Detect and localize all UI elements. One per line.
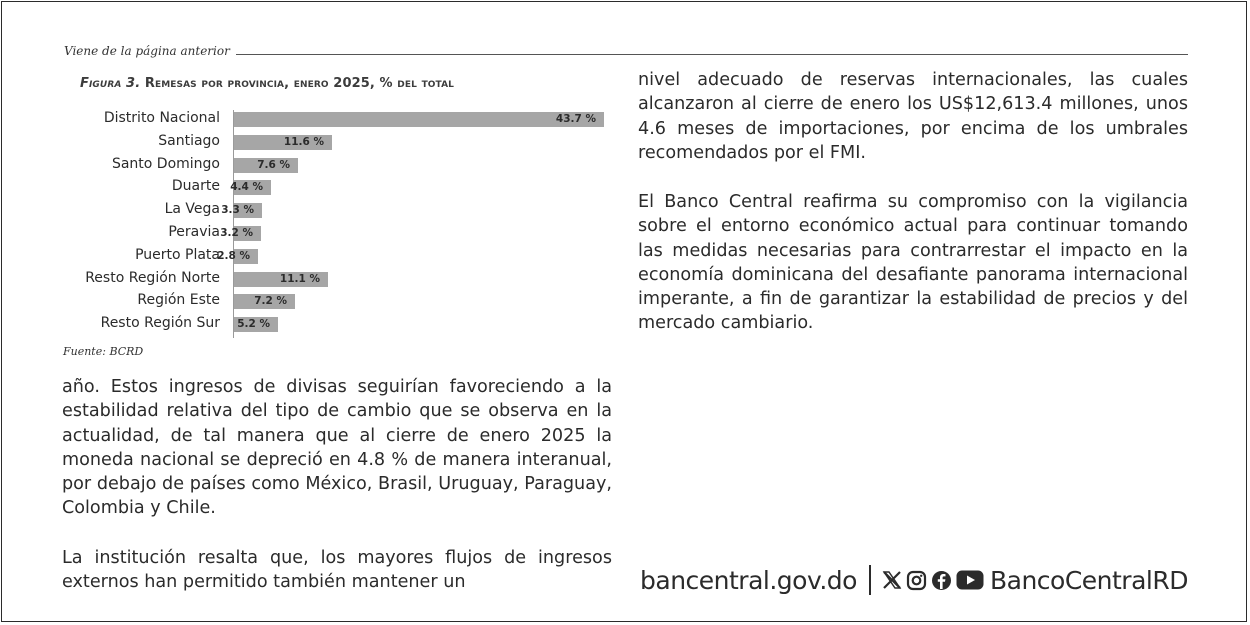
bar: 43.7 % [234, 112, 604, 127]
bar: 11.1 % [234, 271, 328, 287]
website-link[interactable]: bancentral.gov.do [640, 565, 857, 595]
x-icon[interactable] [881, 568, 903, 592]
bar-row: Santo Domingo 7.6 % [60, 154, 620, 177]
instagram-icon[interactable] [906, 568, 928, 592]
bar-value-label: 5.2 % [237, 318, 270, 331]
footer-separator [868, 565, 871, 595]
bar-value-label: 4.4 % [230, 181, 263, 194]
bar-value-label: 7.2 % [254, 295, 287, 308]
bar-row: Santiago 11.6 % [60, 131, 620, 154]
bar-value-label: 7.6 % [257, 158, 290, 171]
bar: 4.4 % [230, 180, 271, 196]
bar-category-label: Santiago [158, 132, 220, 149]
bar: 11.6 % [234, 134, 332, 150]
bar: 7.2 % [234, 294, 295, 310]
chart-axis [233, 110, 234, 338]
figure-source: Fuente: BCRD [63, 345, 144, 358]
figure-caption: Remesas por provincia, enero 2025, % del… [144, 76, 455, 91]
bar-value-label: 3.3 % [221, 204, 254, 217]
bar-category-label: Resto Región Sur [100, 315, 220, 332]
bar-category-label: Duarte [171, 178, 220, 195]
bar-category-label: Puerto Plata [135, 246, 220, 263]
social-handle[interactable]: BancoCentralRD [989, 565, 1189, 595]
bar: 5.2 % [234, 317, 278, 333]
bar: 2.8 % [217, 248, 258, 264]
youtube-icon[interactable] [956, 568, 984, 592]
facebook-icon[interactable] [931, 568, 953, 592]
continued-label: Viene de la página anterior [64, 44, 230, 58]
bar-value-label: 2.8 % [217, 249, 250, 262]
bar-row: Resto Región Norte 11.1 % [60, 268, 620, 291]
bar-row: Región Este 7.2 % [60, 290, 620, 313]
bar-category-label: Peravia [168, 224, 220, 240]
bar: 3.3 % [221, 203, 262, 219]
bar-row: Peravia 3.2 % [60, 222, 620, 245]
left-paragraph-1: año. Estos ingresos de divisas seguirían… [62, 377, 612, 519]
bar-value-label: 11.6 % [283, 135, 324, 148]
remittances-bar-chart: Distrito Nacional 43.7 % Santiago 11.6 % San… [60, 108, 620, 344]
bar-row: Resto Región Sur 5.2 % [60, 313, 620, 336]
footer: bancentral.gov.do BancoCentralRD [640, 562, 1188, 598]
bar-row: Puerto Plata 2.8 % [60, 245, 620, 268]
bar-row: La Vega 3.3 % [60, 199, 620, 222]
bar-row: Duarte 4.4 % [60, 176, 620, 199]
bar-category-label: Distrito Nacional [103, 110, 220, 126]
bar-value-label: 11.1 % [279, 272, 320, 285]
bar-category-label: Región Este [137, 292, 220, 309]
right-paragraph-2: El Banco Central reafirma su compromiso … [638, 192, 1188, 334]
bar-value-label: 3.2 % [220, 227, 253, 239]
left-paragraph-2: La institución resalta que, los mayores … [62, 548, 612, 593]
bar-value-label: 43.7 % [555, 113, 596, 125]
bar-row: Distrito Nacional 43.7 % [60, 108, 620, 131]
header-rule [235, 54, 1188, 55]
bar-category-label: La Vega [164, 201, 220, 218]
right-paragraph-1: nivel adecuado de reservas internacional… [638, 70, 1188, 163]
figure-title: Figura 3. Remesas por provincia, enero 2… [80, 76, 600, 91]
bar-category-label: Santo Domingo [111, 155, 220, 172]
bar: 3.2 % [220, 226, 261, 241]
figure-number: Figura 3. [80, 76, 141, 91]
bar-category-label: Resto Región Norte [85, 269, 220, 286]
bar: 7.6 % [234, 157, 298, 173]
continued-header: Viene de la página anterior [64, 38, 1188, 58]
